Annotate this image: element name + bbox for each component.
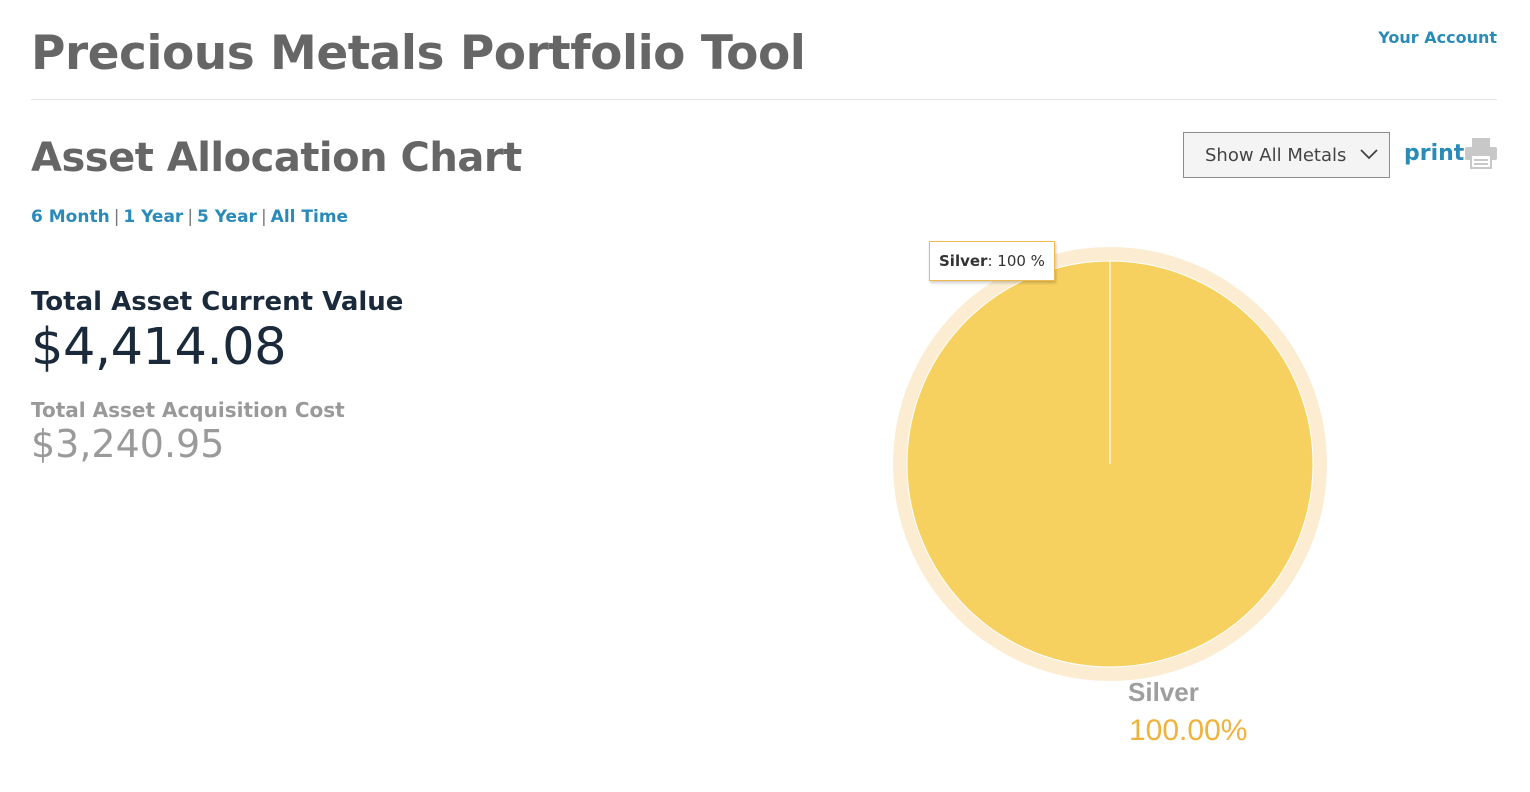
period-separator: | <box>113 207 120 227</box>
asset-allocation-pie-chart <box>893 247 1327 681</box>
period-6-month[interactable]: 6 Month <box>31 207 110 227</box>
period-1-year[interactable]: 1 Year <box>123 207 184 227</box>
header-divider <box>31 99 1497 100</box>
period-separator: | <box>260 207 267 227</box>
metal-filter-selected: Show All Metals <box>1205 145 1347 166</box>
legend-silver-name: Silver <box>1128 677 1199 707</box>
period-5-year[interactable]: 5 Year <box>197 207 257 227</box>
acquisition-cost-value: $3,240.95 <box>31 422 225 466</box>
current-value-label: Total Asset Current Value <box>31 287 404 317</box>
your-account-link[interactable]: Your Account <box>1378 28 1497 47</box>
chevron-down-icon <box>1360 149 1378 160</box>
tooltip-separator: : <box>987 252 993 270</box>
page-title: Precious Metals Portfolio Tool <box>31 26 806 81</box>
acquisition-cost-label: Total Asset Acquisition Cost <box>31 398 345 422</box>
printer-icon[interactable] <box>1464 137 1498 169</box>
chart-tooltip: Silver: 100 % <box>929 241 1055 281</box>
tooltip-value: 100 % <box>997 252 1045 270</box>
tooltip-series-name: Silver <box>939 252 988 270</box>
current-value: $4,414.08 <box>31 318 287 377</box>
period-links: 6 Month | 1 Year | 5 Year | All Time <box>31 207 348 227</box>
metal-filter-select[interactable]: Show All Metals <box>1183 132 1390 178</box>
period-separator: | <box>187 207 194 227</box>
section-title: Asset Allocation Chart <box>31 135 522 181</box>
period-all-time[interactable]: All Time <box>270 207 349 227</box>
legend-silver-percent: 100.00% <box>1129 714 1248 747</box>
print-link[interactable]: print <box>1404 141 1465 166</box>
